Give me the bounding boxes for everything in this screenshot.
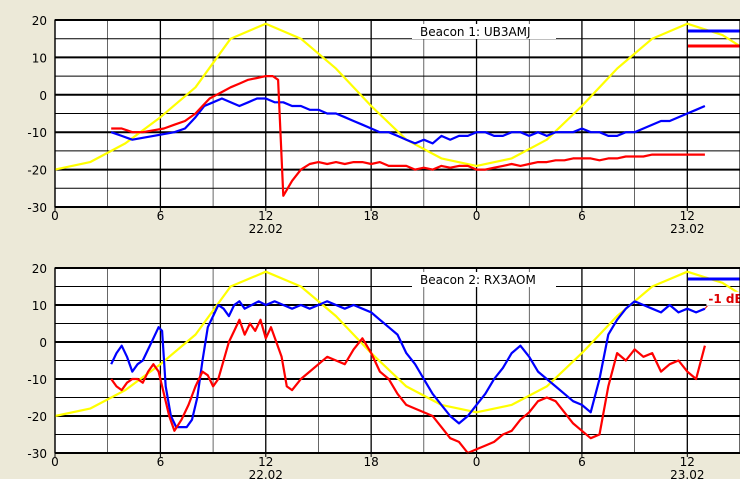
x-tick-label: 6	[157, 209, 165, 223]
x-tick-label: 12	[680, 455, 695, 469]
plot-frame	[54, 267, 740, 454]
plot-frame	[54, 19, 740, 208]
x-tick-label: 12	[680, 209, 695, 223]
series-line-red	[111, 74, 705, 197]
title-backdrop	[412, 272, 556, 287]
y-tick-label: 0	[39, 336, 47, 350]
series-line-sun	[54, 270, 740, 418]
y-tick-label: -20	[27, 164, 47, 178]
x-tick-label: 0	[473, 455, 481, 469]
series-line-red	[110, 318, 706, 455]
y-tick-label: 20	[32, 262, 47, 276]
x-tick-label: 0	[51, 209, 59, 223]
chart-title: Beacon 1: UB3AMJ	[420, 25, 531, 39]
x-tick-label: 18	[364, 209, 379, 223]
title-backdrop	[412, 24, 556, 39]
date-label: 23.02	[670, 468, 704, 479]
x-tick-label: 12	[258, 209, 273, 223]
annotation-backdrop	[706, 291, 740, 306]
x-tick-label: 0	[473, 209, 481, 223]
series-line-blue	[110, 97, 706, 145]
y-tick-label: 10	[32, 51, 47, 65]
y-tick-label: -20	[27, 410, 47, 424]
date-label: 22.02	[249, 468, 283, 479]
x-tick-label: 12	[258, 455, 273, 469]
x-tick-label: 6	[157, 455, 165, 469]
y-tick-label: -10	[27, 373, 47, 387]
y-tick-label: 0	[39, 89, 47, 103]
x-tick-label: 6	[578, 455, 586, 469]
y-tick-label: -30	[27, 447, 47, 461]
x-tick-label: 18	[364, 455, 379, 469]
y-tick-label: -30	[27, 201, 47, 215]
x-tick-label: 0	[51, 455, 59, 469]
date-label: 23.02	[670, 222, 704, 236]
y-tick-label: 20	[32, 14, 47, 28]
y-tick-label: -10	[27, 126, 47, 140]
chart-title: Beacon 2: RX3AOM	[420, 273, 536, 287]
y-tick-label: 10	[32, 299, 47, 313]
annotation-label: -1 dB, 08:40	[708, 292, 740, 306]
x-tick-label: 6	[578, 209, 586, 223]
date-label: 22.02	[249, 222, 283, 236]
